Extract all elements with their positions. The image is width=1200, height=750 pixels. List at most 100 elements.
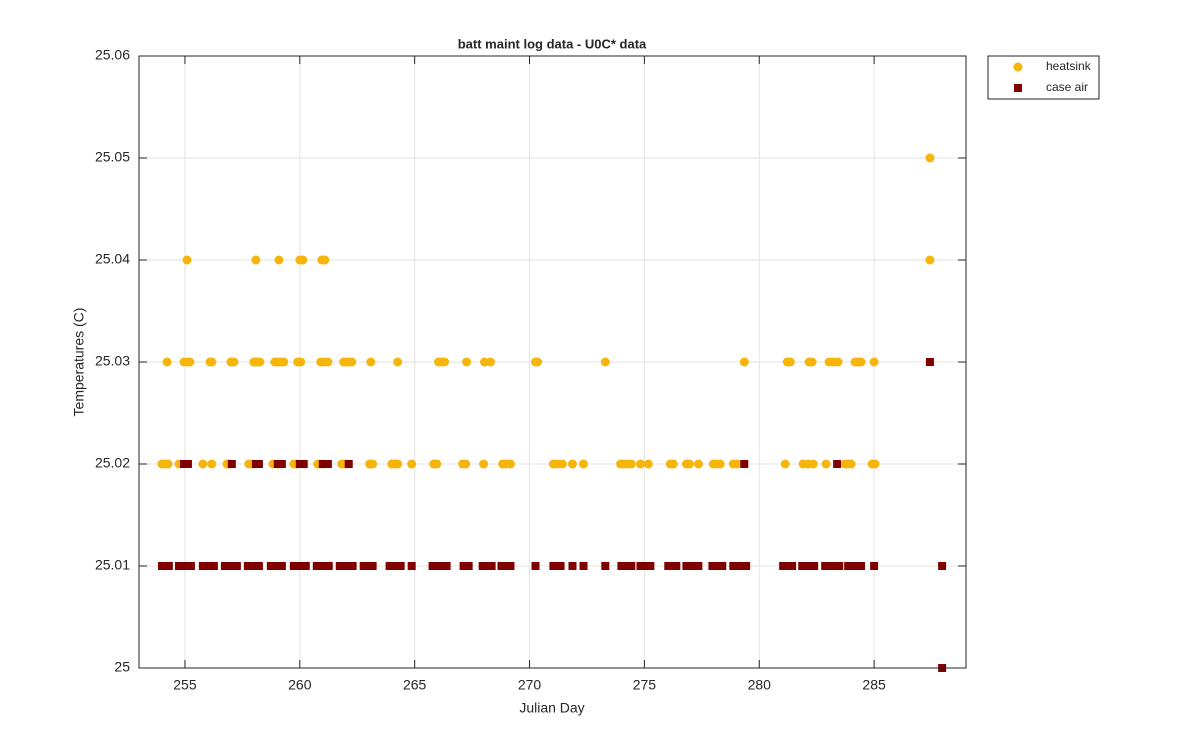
square-marker <box>641 562 650 570</box>
circle-marker <box>440 357 450 367</box>
square-marker <box>273 460 282 468</box>
square-marker <box>779 562 788 570</box>
square-marker <box>672 562 681 570</box>
circle-marker <box>557 459 567 469</box>
square-marker <box>833 460 842 468</box>
square-marker <box>487 562 496 570</box>
square-marker <box>224 562 233 570</box>
circle-marker <box>785 357 795 367</box>
circle-marker <box>479 459 489 469</box>
circle-marker <box>207 357 217 367</box>
x-tick-label: 265 <box>403 677 427 693</box>
square-marker <box>464 562 473 570</box>
circle-marker <box>393 357 403 367</box>
circle-marker <box>643 459 653 469</box>
square-marker <box>835 562 844 570</box>
square-marker <box>852 562 861 570</box>
square-marker <box>198 562 207 570</box>
circle-marker <box>461 459 471 469</box>
square-marker <box>568 562 577 570</box>
circle-marker <box>298 255 308 265</box>
circle-marker <box>533 357 543 367</box>
square-marker <box>601 562 610 570</box>
square-marker <box>810 562 819 570</box>
square-marker <box>183 460 192 468</box>
circle-marker <box>251 255 261 265</box>
square-marker <box>622 562 631 570</box>
square-marker <box>316 562 325 570</box>
square-marker <box>497 562 506 570</box>
x-tick-label: 270 <box>518 677 542 693</box>
square-marker <box>277 562 286 570</box>
square-marker <box>742 562 751 570</box>
square-marker <box>483 562 492 570</box>
square-marker <box>368 562 377 570</box>
square-marker <box>830 562 839 570</box>
circle-marker <box>229 357 239 367</box>
square-marker <box>209 562 218 570</box>
chart-title: batt maint log data - U0C* data <box>458 36 647 51</box>
square-marker <box>293 562 302 570</box>
square-marker <box>459 562 468 570</box>
circle-marker <box>626 459 636 469</box>
x-tick-label: 280 <box>748 677 772 693</box>
circle-marker <box>833 357 843 367</box>
marks <box>157 153 947 672</box>
y-tick-label: 25.06 <box>95 47 130 63</box>
square-marker <box>323 460 332 468</box>
square-marker <box>740 460 749 468</box>
x-axis-label: Julian Day <box>519 700 584 716</box>
square-marker <box>694 562 703 570</box>
legend-marker <box>1013 62 1023 72</box>
circle-marker <box>198 459 208 469</box>
circle-marker <box>821 459 831 469</box>
square-marker <box>318 460 327 468</box>
circle-marker <box>274 255 284 265</box>
square-marker <box>579 562 588 570</box>
square-marker <box>713 562 722 570</box>
circle-marker <box>347 357 357 367</box>
y-tick-label: 25.01 <box>95 557 130 573</box>
square-marker <box>428 562 437 570</box>
circle-marker <box>856 357 866 367</box>
square-marker <box>478 562 487 570</box>
square-marker <box>636 562 645 570</box>
circle-marker <box>684 459 694 469</box>
circle-marker <box>296 357 306 367</box>
square-marker <box>788 562 797 570</box>
square-marker <box>506 562 515 570</box>
circle-marker <box>182 255 192 265</box>
square-marker <box>178 562 187 570</box>
circle-marker <box>207 459 217 469</box>
square-marker <box>664 562 673 570</box>
circle-marker <box>846 459 856 469</box>
square-marker <box>385 562 394 570</box>
circle-marker <box>715 459 725 469</box>
square-marker <box>857 562 866 570</box>
y-tick-label: 25.03 <box>95 353 130 369</box>
circle-marker <box>407 459 417 469</box>
square-marker <box>825 562 834 570</box>
square-marker <box>270 562 279 570</box>
x-tick-label: 285 <box>862 677 886 693</box>
square-marker <box>501 562 510 570</box>
circle-marker <box>279 357 289 367</box>
y-tick-label: 25.02 <box>95 455 130 471</box>
square-marker <box>254 460 263 468</box>
square-marker <box>690 562 699 570</box>
square-marker <box>227 460 236 468</box>
circle-marker <box>925 153 935 163</box>
circle-marker <box>393 459 403 469</box>
square-marker <box>531 562 540 570</box>
square-marker <box>344 460 353 468</box>
square-marker <box>247 562 256 570</box>
square-marker <box>164 562 173 570</box>
circle-marker <box>368 459 378 469</box>
square-marker <box>343 562 352 570</box>
square-marker <box>646 562 655 570</box>
circle-marker <box>635 459 645 469</box>
circle-marker <box>870 459 880 469</box>
square-marker <box>186 562 195 570</box>
circle-marker <box>668 459 678 469</box>
square-marker <box>708 562 717 570</box>
